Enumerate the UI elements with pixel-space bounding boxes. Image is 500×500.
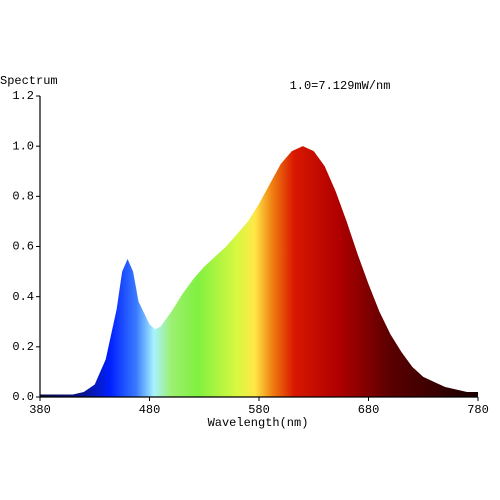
y-tick-label: 0.6 bbox=[12, 240, 34, 254]
x-axis-label: Wavelength(nm) bbox=[208, 416, 309, 430]
x-tick-label: 380 bbox=[29, 403, 51, 417]
y-tick-label: 1.2 bbox=[12, 89, 34, 103]
y-axis-label: Spectrum bbox=[0, 74, 58, 88]
x-tick-label: 780 bbox=[467, 403, 489, 417]
x-tick-label: 580 bbox=[248, 403, 270, 417]
y-tick-label: 1.0 bbox=[12, 139, 34, 153]
plot bbox=[40, 146, 478, 397]
x-tick-label: 680 bbox=[358, 403, 380, 417]
y-tick-label: 0.8 bbox=[12, 190, 34, 204]
y-tick-label: 0.4 bbox=[12, 290, 34, 304]
x-tick-label: 480 bbox=[139, 403, 161, 417]
annotation: 1.0=7.129mW/nm bbox=[290, 79, 391, 93]
y-tick-label: 0.0 bbox=[12, 390, 34, 404]
spectrum-area bbox=[40, 146, 478, 397]
y-tick-label: 0.2 bbox=[12, 340, 34, 354]
